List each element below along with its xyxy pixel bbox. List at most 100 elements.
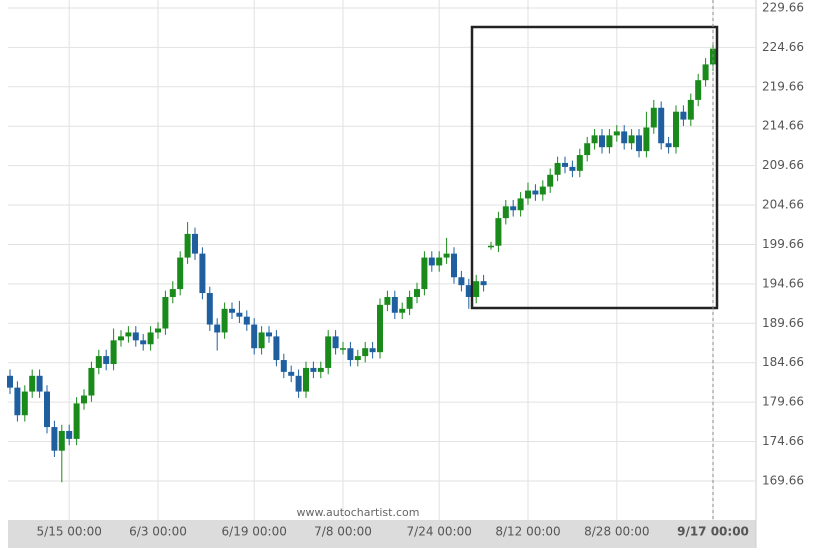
candle-body: [132, 332, 139, 341]
candle-body: [251, 324, 258, 349]
candle-body: [317, 367, 324, 372]
x-tick-label: 7/24 00:00: [407, 525, 472, 539]
candle-body: [695, 80, 702, 100]
x-tick-label: 7/8 00:00: [314, 525, 372, 539]
candle-body: [406, 296, 413, 309]
y-tick-label: 214.66: [762, 119, 804, 133]
candle-body: [266, 332, 272, 337]
x-tick-label: 6/19 00:00: [222, 525, 287, 539]
candle-body: [547, 174, 554, 187]
candle-body: [169, 289, 176, 297]
candle-body: [118, 336, 124, 341]
watermark: www.autochartist.com: [297, 506, 420, 519]
y-tick-label: 179.66: [762, 395, 804, 409]
candle-body: [584, 143, 591, 156]
candle-body: [480, 281, 487, 286]
candle-body: [473, 281, 480, 297]
candle-body: [443, 253, 450, 258]
candle-body: [221, 308, 228, 333]
candle-body: [155, 328, 161, 333]
y-tick-label: 169.66: [762, 473, 804, 487]
candle-body: [303, 367, 309, 392]
candle-body: [576, 155, 583, 171]
candle-body: [488, 245, 494, 248]
candle-body: [44, 391, 50, 428]
candle-body: [680, 111, 687, 120]
y-tick-label: 209.66: [762, 158, 804, 172]
candle-body: [325, 336, 332, 368]
candle-body: [243, 316, 250, 325]
candle-body: [517, 198, 524, 211]
candle-body: [384, 296, 391, 305]
candle-body: [643, 127, 650, 152]
y-tick-label: 189.66: [762, 316, 804, 330]
x-tick-label: 5/15 00:00: [37, 525, 102, 539]
y-tick-label: 219.66: [762, 79, 804, 93]
candle-body: [591, 135, 598, 144]
candle-body: [199, 253, 206, 294]
x-tick-label: 8/12 00:00: [495, 525, 560, 539]
candle-body: [236, 312, 243, 317]
candle-body: [539, 186, 546, 195]
candle-body: [428, 257, 435, 266]
y-tick-label: 204.66: [762, 198, 804, 212]
y-tick-label: 229.66: [762, 0, 804, 14]
candle-body: [599, 135, 605, 148]
candle-body: [21, 391, 28, 416]
candle-body: [502, 206, 509, 219]
candle-body: [66, 430, 73, 439]
candle-body: [162, 296, 169, 329]
candle-body: [532, 190, 539, 195]
candle-body: [288, 371, 295, 376]
candle-body: [36, 375, 43, 392]
candle-body: [369, 348, 376, 353]
candle-body: [95, 356, 102, 368]
candle-body: [125, 332, 132, 337]
candle-body: [421, 257, 428, 290]
candle-body: [628, 135, 635, 144]
candle-body: [103, 356, 110, 364]
y-tick-label: 184.66: [762, 355, 804, 369]
x-axis-band: [8, 520, 756, 548]
candle-body: [88, 367, 95, 396]
candle-body: [177, 257, 184, 290]
candle-body: [147, 332, 154, 345]
candle-body: [621, 131, 628, 144]
pattern-box: [470, 25, 719, 310]
candle-body: [29, 375, 36, 392]
y-tick-label: 199.66: [762, 237, 804, 251]
candle-body: [377, 304, 383, 353]
x-tick-label: 9/17 00:00: [677, 525, 749, 539]
candle-body: [673, 111, 679, 148]
candle-body: [58, 430, 65, 451]
candle-body: [451, 253, 457, 278]
candle-body: [510, 206, 517, 211]
candle-body: [465, 285, 472, 297]
x-tick-label: 8/28 00:00: [584, 525, 649, 539]
candle-body: [51, 427, 58, 451]
candle-body: [140, 340, 147, 345]
candle-body: [73, 403, 80, 439]
candle-body: [280, 360, 287, 372]
candle-body: [310, 367, 317, 372]
candle-body: [495, 218, 502, 246]
candle-body: [258, 332, 265, 349]
candle-body: [702, 64, 709, 81]
candle-body: [414, 289, 420, 297]
y-tick-label: 194.66: [762, 276, 804, 290]
candle-body: [81, 395, 87, 404]
candle-body: [665, 143, 672, 148]
candle-body: [340, 348, 346, 350]
candle-body: [7, 375, 13, 388]
candle-body: [110, 340, 117, 364]
candle-body: [636, 135, 642, 152]
candle-body: [606, 135, 613, 148]
candle-body: [391, 296, 398, 313]
candle-body: [436, 257, 443, 266]
candle-body: [347, 348, 354, 361]
candle-body: [295, 375, 302, 392]
candle-body: [613, 131, 620, 136]
x-tick-label: 6/3 00:00: [129, 525, 187, 539]
candle-body: [354, 356, 361, 361]
